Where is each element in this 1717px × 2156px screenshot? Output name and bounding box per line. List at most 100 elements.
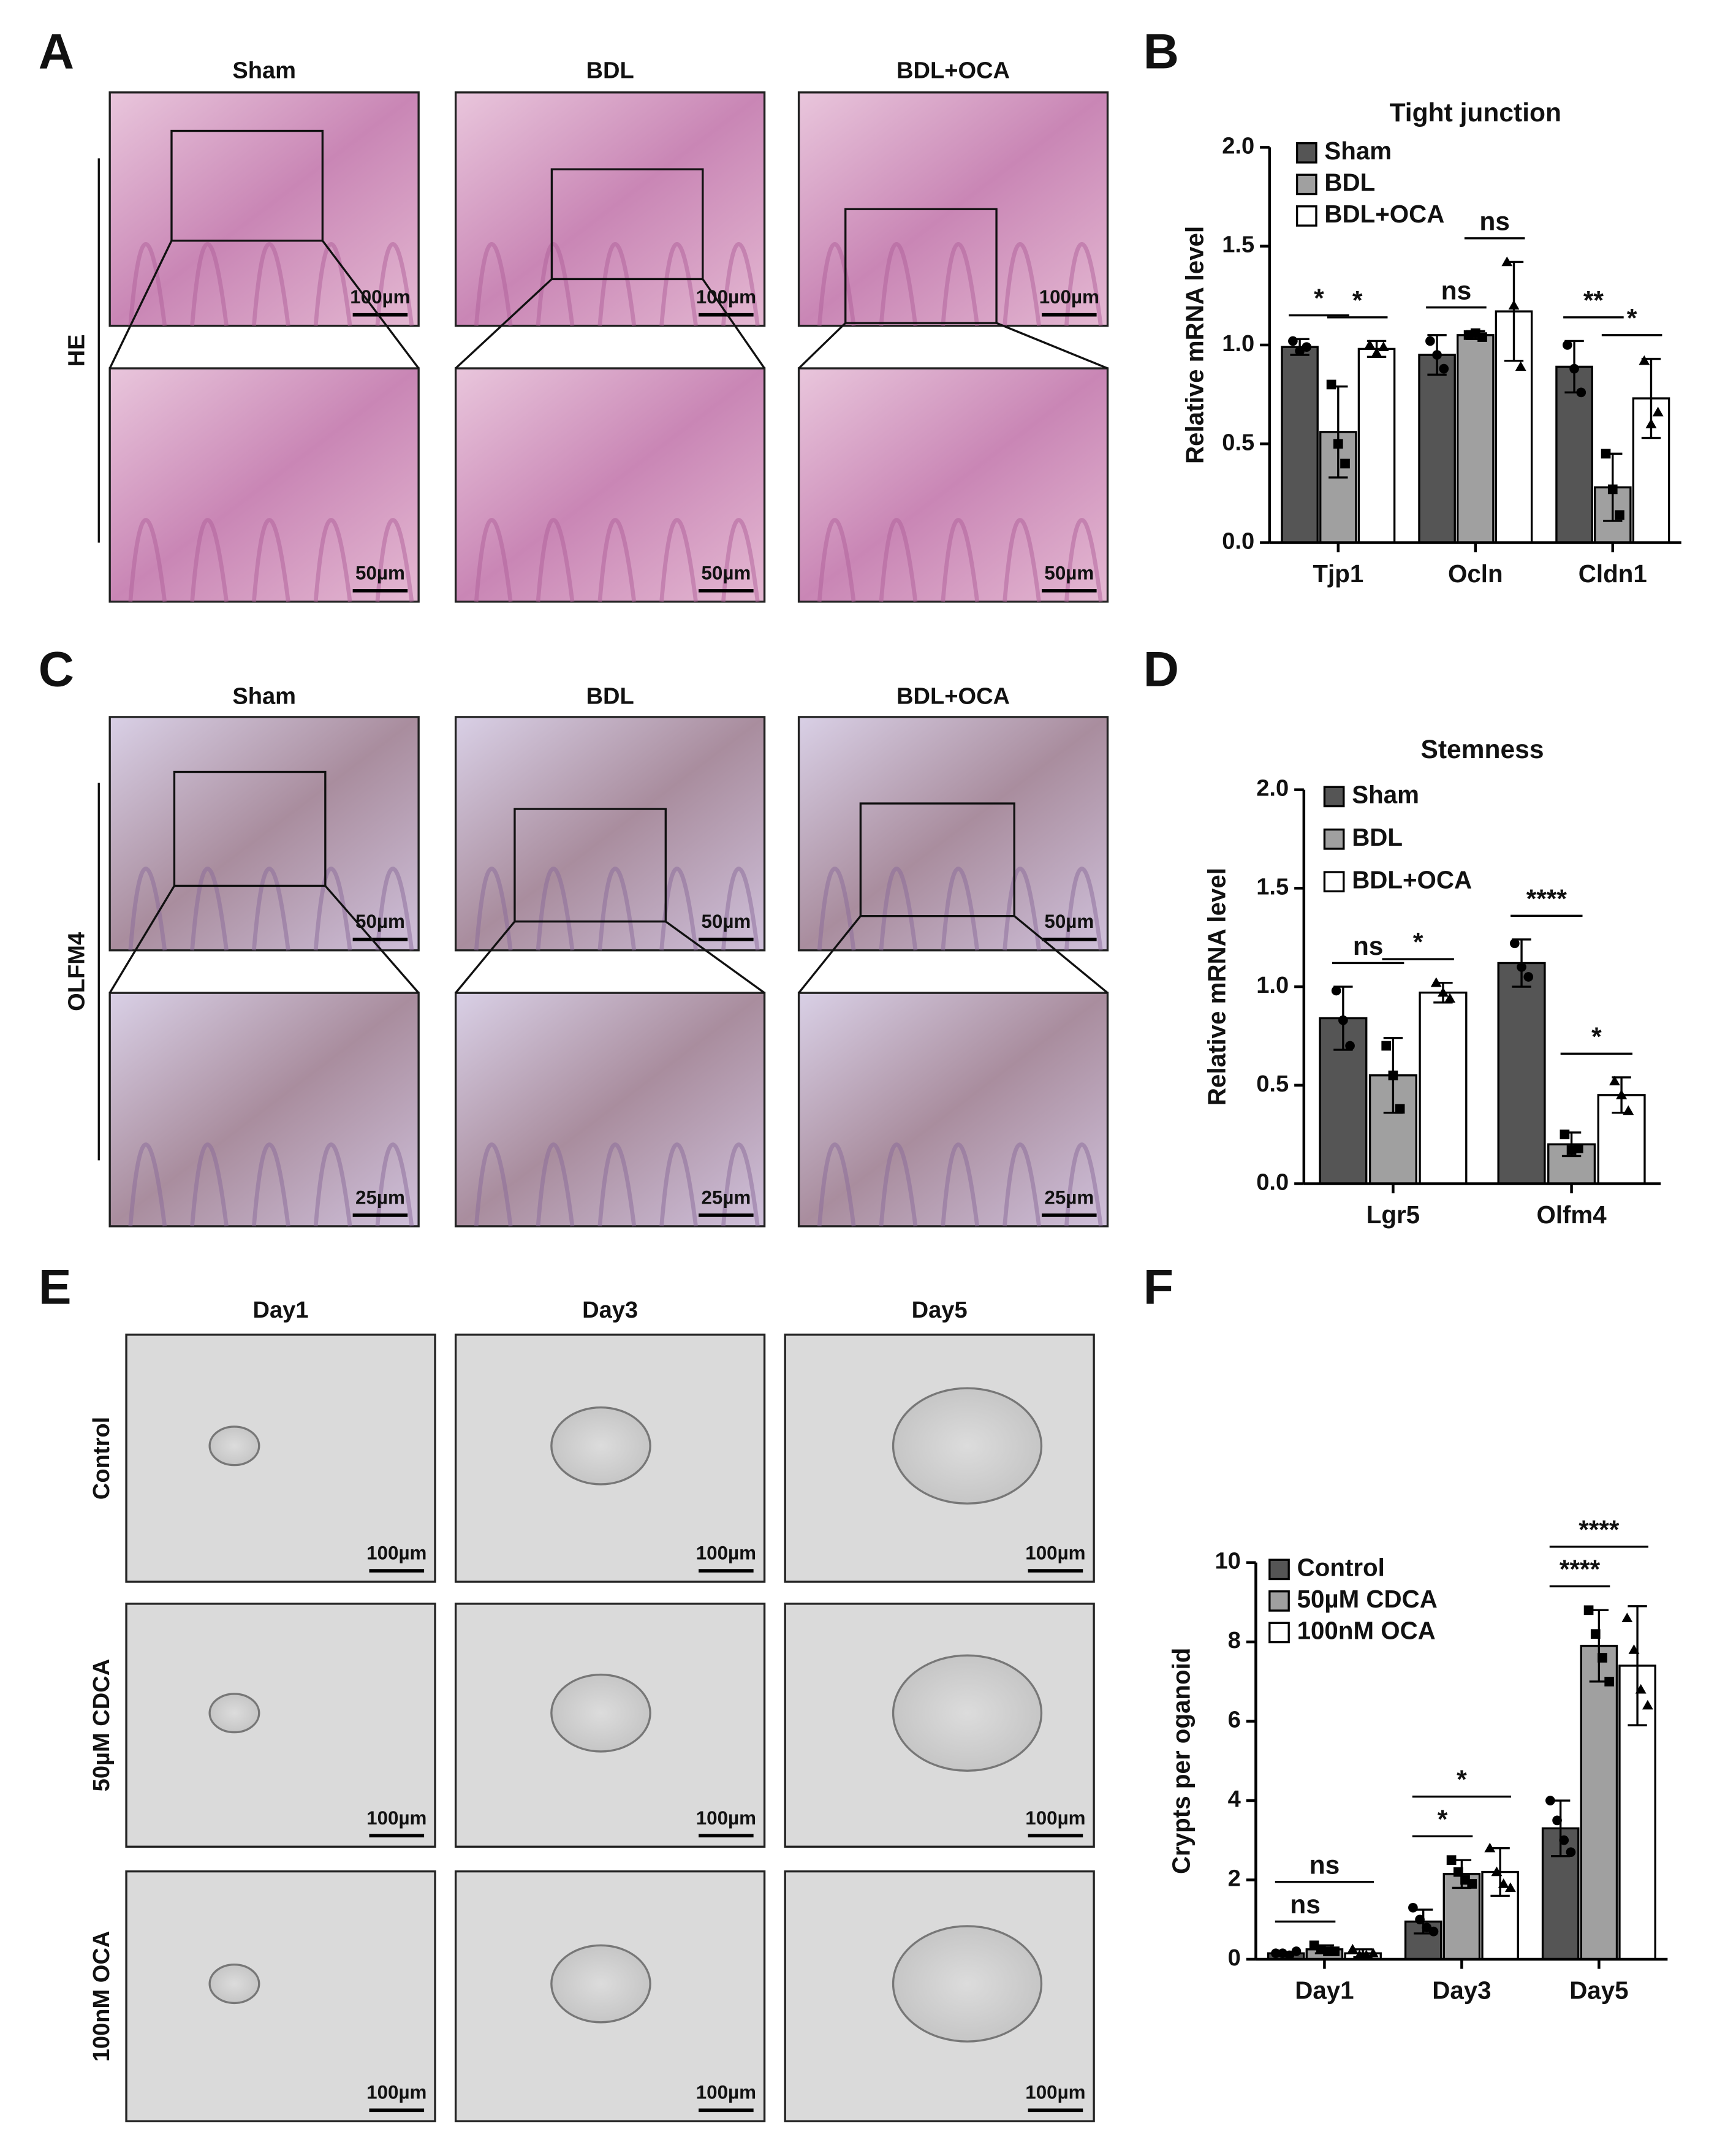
column-label: Day3 bbox=[582, 1297, 638, 1323]
data-point bbox=[1425, 336, 1435, 346]
tissue-villus bbox=[128, 241, 167, 327]
data-point bbox=[1364, 339, 1376, 349]
significance-label: **** bbox=[1560, 1555, 1601, 1584]
zoom-line bbox=[108, 240, 173, 369]
scale-bar-label: 50µm bbox=[701, 911, 751, 932]
significance-label: * bbox=[1438, 1805, 1448, 1834]
legend-label: BDL+OCA bbox=[1352, 866, 1472, 894]
data-point bbox=[1326, 379, 1336, 390]
zoom-box bbox=[550, 168, 704, 281]
zoom-box bbox=[859, 802, 1015, 917]
panel-label: B bbox=[1143, 25, 1179, 80]
y-tick-label: 2 bbox=[1228, 1866, 1241, 1892]
data-point bbox=[1484, 1842, 1496, 1853]
y-tick-label: 10 bbox=[1215, 1549, 1240, 1574]
tissue-villus bbox=[375, 867, 414, 951]
y-tick-label: 2.0 bbox=[1256, 776, 1289, 802]
data-point bbox=[1515, 361, 1526, 371]
data-point bbox=[1642, 1699, 1653, 1710]
scale-bar-label: 100µm bbox=[696, 1542, 756, 1563]
legend-swatch bbox=[1268, 1622, 1290, 1644]
legend-swatch bbox=[1323, 786, 1345, 808]
y-tick-label: 6 bbox=[1228, 1707, 1241, 1733]
data-point bbox=[1652, 406, 1664, 417]
micrograph bbox=[108, 716, 420, 952]
data-point bbox=[1331, 985, 1341, 996]
micrograph bbox=[454, 91, 766, 327]
tissue-villus bbox=[879, 518, 918, 602]
zoom-line bbox=[108, 885, 175, 993]
data-point bbox=[1437, 987, 1449, 997]
data-point bbox=[1615, 510, 1624, 520]
tissue-villus bbox=[659, 241, 698, 327]
tissue-villus bbox=[597, 241, 637, 327]
data-point bbox=[1559, 1835, 1569, 1845]
data-point bbox=[1645, 418, 1657, 428]
bar bbox=[1281, 346, 1319, 544]
data-point bbox=[1598, 1653, 1607, 1663]
tissue-villus bbox=[313, 867, 352, 951]
row-label: Control bbox=[89, 1417, 115, 1500]
organoid bbox=[550, 1944, 651, 2024]
organoid bbox=[892, 1387, 1043, 1505]
tissue-villus bbox=[941, 867, 980, 951]
scale-bar-label: 100µm bbox=[366, 2082, 426, 2103]
micrograph bbox=[125, 1603, 436, 1848]
tissue-villus bbox=[817, 1142, 856, 1227]
data-point bbox=[1517, 962, 1526, 972]
chart-title: Stemness bbox=[1420, 735, 1544, 764]
scale-bar-label: 100µm bbox=[696, 1807, 756, 1829]
data-point bbox=[1271, 1948, 1281, 1959]
tissue-villus bbox=[190, 1142, 229, 1227]
x-tick-label: Tjp1 bbox=[1313, 560, 1363, 588]
significance-label: ns bbox=[1441, 276, 1472, 305]
tissue-villus bbox=[941, 241, 980, 327]
row-label: 100nM OCA bbox=[89, 1931, 115, 2062]
tissue-villus bbox=[474, 1142, 513, 1227]
zoom-box bbox=[514, 808, 667, 923]
organoid bbox=[208, 1964, 260, 2005]
data-point bbox=[1604, 1677, 1615, 1687]
scale-bar-label: 100µm bbox=[1025, 2082, 1085, 2103]
bar bbox=[1580, 1644, 1618, 1961]
organoid bbox=[550, 1406, 651, 1486]
tissue-villus bbox=[879, 867, 918, 951]
column-label: BDL bbox=[586, 684, 634, 710]
x-tick-label: Cldn1 bbox=[1579, 560, 1647, 588]
column-label: Sham bbox=[232, 684, 296, 710]
tissue-villus bbox=[190, 518, 229, 602]
tissue-villus bbox=[1003, 1142, 1041, 1227]
data-point bbox=[1430, 977, 1442, 987]
tissue-villus bbox=[128, 867, 167, 951]
y-tick-label: 0.0 bbox=[1256, 1170, 1289, 1196]
micrograph bbox=[108, 992, 420, 1228]
data-point bbox=[1395, 1104, 1405, 1114]
y-tick-label: 4 bbox=[1228, 1786, 1241, 1812]
data-point bbox=[1439, 363, 1449, 374]
row-label: HE bbox=[64, 334, 90, 366]
micrograph bbox=[454, 992, 766, 1228]
x-tick-label: Olfm4 bbox=[1536, 1201, 1607, 1229]
tissue-villus bbox=[721, 867, 760, 951]
tissue-villus bbox=[536, 867, 575, 951]
y-axis-label: Relative mRNA level bbox=[1181, 226, 1209, 464]
legend-swatch bbox=[1295, 205, 1317, 227]
column-label: Day1 bbox=[253, 1297, 309, 1323]
legend-label: 50µM CDCA bbox=[1297, 1585, 1438, 1613]
data-point bbox=[1623, 1105, 1634, 1115]
y-tick-label: 1.0 bbox=[1256, 973, 1289, 998]
y-tick-label: 1.0 bbox=[1222, 331, 1254, 357]
micrograph bbox=[454, 716, 766, 952]
tissue-villus bbox=[659, 1142, 698, 1227]
panel-label: E bbox=[39, 1259, 72, 1315]
data-point bbox=[1560, 1129, 1570, 1139]
tissue-villus bbox=[252, 241, 290, 327]
tissue-villus bbox=[817, 518, 856, 602]
micrograph bbox=[797, 992, 1109, 1228]
zoom-line bbox=[324, 885, 420, 994]
zoom-line bbox=[702, 278, 765, 369]
micrograph bbox=[125, 1334, 436, 1583]
tissue-villus bbox=[879, 1142, 918, 1227]
tissue-villus bbox=[941, 518, 980, 602]
column-label: BDL+OCA bbox=[896, 684, 1010, 710]
